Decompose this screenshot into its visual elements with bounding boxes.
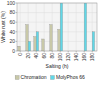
- x-tick-label: 40: [33, 53, 39, 59]
- bar: [18, 46, 20, 51]
- x-tick: [68, 51, 69, 53]
- y-tick-label: 60: [9, 19, 15, 25]
- legend-swatch: [50, 76, 54, 80]
- bar: [26, 25, 28, 51]
- y-tick-label: 40: [9, 29, 15, 35]
- x-tick: [52, 51, 53, 53]
- x-tick-label: 60: [41, 53, 47, 59]
- y-tick: [16, 22, 18, 23]
- x-tick-label: 140: [73, 53, 79, 62]
- x-tick: [60, 51, 61, 53]
- y-tick: [16, 31, 18, 32]
- bar: [34, 37, 36, 51]
- grid-line-x: [20, 3, 21, 51]
- bar: [36, 32, 38, 51]
- y-tick-label: 0: [12, 48, 15, 54]
- x-tick: [76, 51, 77, 53]
- y-tick: [16, 51, 18, 52]
- y-tick-label: 100: [7, 0, 16, 6]
- grid-line-x: [76, 3, 77, 51]
- y-tick: [16, 3, 18, 4]
- y-tick-label: 20: [9, 38, 15, 44]
- bar: [28, 41, 30, 51]
- bar: [84, 3, 86, 51]
- bar: [50, 25, 52, 51]
- x-tick: [20, 51, 21, 53]
- x-tick-label: 20: [25, 53, 31, 59]
- bar: [58, 29, 60, 51]
- x-tick-label: 80: [49, 53, 55, 59]
- bars: [18, 3, 95, 51]
- y-tick: [16, 12, 18, 13]
- bar: [92, 32, 94, 51]
- x-tick-label: 100: [57, 53, 63, 62]
- x-tick-label: 120: [65, 53, 71, 62]
- legend-label: Chromation: [21, 74, 47, 80]
- bar: [42, 39, 44, 51]
- x-tick: [36, 51, 37, 53]
- grid-line-x: [68, 3, 69, 51]
- x-tick: [44, 51, 45, 53]
- y-tick-label: 80: [9, 9, 15, 15]
- plot-frame: [17, 3, 97, 51]
- x-tick-label: 0: [17, 53, 23, 56]
- legend-label: MolyPhos 66: [56, 74, 85, 80]
- y-tick: [16, 41, 18, 42]
- x-tick-label: 180: [89, 53, 95, 62]
- x-tick: [28, 51, 29, 53]
- legend-swatch: [15, 76, 19, 80]
- x-tick-label: 160: [81, 53, 87, 62]
- chart-svg: 020406080100020406080100120140160180Salt…: [0, 0, 100, 90]
- x-tick: [84, 51, 85, 53]
- chart-container: 020406080100020406080100120140160180Salt…: [0, 0, 100, 90]
- x-axis-label: Salting (h): [46, 63, 69, 69]
- x-tick: [92, 51, 93, 53]
- bar: [60, 3, 62, 51]
- y-axis-label: White rust (%): [0, 11, 6, 43]
- legend: Chromation MolyPhos 66: [15, 74, 85, 80]
- plot-background: [17, 3, 97, 51]
